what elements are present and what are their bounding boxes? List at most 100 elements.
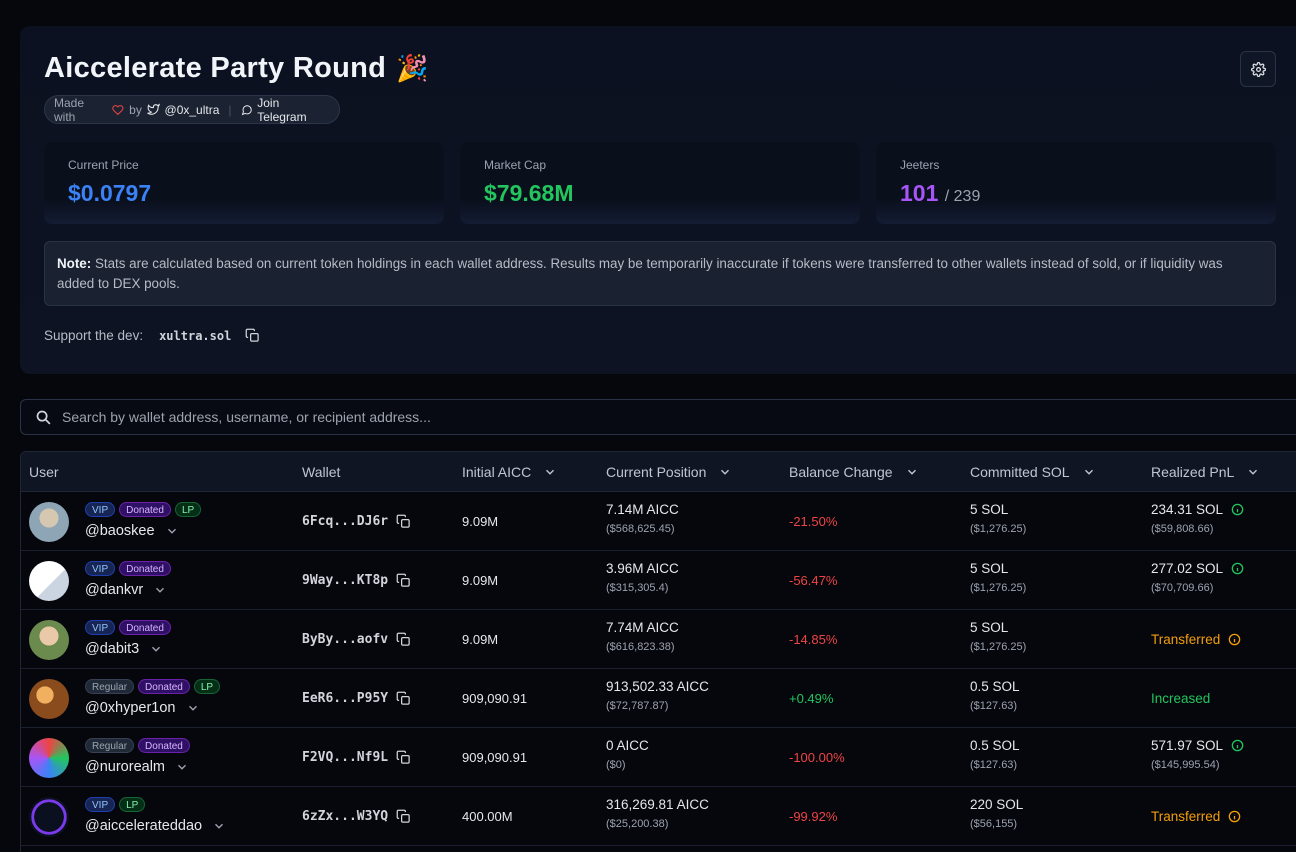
committed-usd: ($1,276.25) <box>970 523 1027 535</box>
info-icon[interactable] <box>1231 739 1244 752</box>
committed-value: 5 SOL <box>970 620 1009 635</box>
table-row[interactable]: VIP Donated @dankvr 9Way...KT8p 9.09M 3.96M A… <box>21 551 1296 610</box>
committed-usd: ($127.63) <box>970 759 1018 771</box>
separator: | <box>228 102 232 117</box>
badge-lp: LP <box>193 679 221 694</box>
badge-vip: VIP <box>85 620 116 635</box>
chevron-down-icon[interactable] <box>212 819 226 833</box>
table-row[interactable]: Regular Donated @nurorealm F2VQ...Nf9L 909,0… <box>21 728 1296 787</box>
copy-icon[interactable] <box>245 328 260 343</box>
info-icon[interactable] <box>1228 810 1241 823</box>
info-icon[interactable] <box>1231 562 1244 575</box>
chevron-down-icon[interactable] <box>165 524 179 538</box>
info-icon[interactable] <box>1231 503 1244 516</box>
twitter-link[interactable]: @0x_ultra <box>164 102 220 117</box>
copy-icon[interactable] <box>396 514 411 529</box>
position-usd: ($0) <box>606 759 626 771</box>
column-header-balance[interactable]: Balance Change <box>789 452 919 492</box>
table-row[interactable]: Regular Donated LP @0xhyper1on EeR6...P95Y 90… <box>21 669 1296 728</box>
position-usd: ($72,787.87) <box>606 700 669 712</box>
copy-icon[interactable] <box>396 750 411 765</box>
column-header-initial[interactable]: Initial AICC <box>462 452 557 492</box>
committed-value: 220 SOL <box>970 797 1024 812</box>
position-value: 913,502.33 AICC <box>606 679 709 694</box>
pnl-cell: 277.02 SOL ($70,709.66) <box>1151 561 1244 594</box>
title-row: Aiccelerate Party Round 🎉 <box>44 52 429 85</box>
badge-vip: VIP <box>85 797 116 812</box>
note-label: Note: <box>57 256 92 271</box>
wallet-text: EeR6...P95Y <box>302 691 389 706</box>
badge-group: Regular Donated <box>85 738 190 753</box>
settings-button[interactable] <box>1240 51 1276 87</box>
balance-change: -14.85% <box>789 632 838 647</box>
badge-regular: Regular <box>85 738 135 753</box>
search-input[interactable] <box>62 409 862 425</box>
copy-icon[interactable] <box>396 809 411 824</box>
party-popper-icon: 🎉 <box>396 53 429 83</box>
balance-change: -21.50% <box>789 514 838 529</box>
initial-aicc: 9.09M <box>462 573 499 588</box>
info-icon[interactable] <box>1228 633 1241 646</box>
chevron-down-icon[interactable] <box>175 760 189 774</box>
stat-label: Market Cap <box>484 158 547 172</box>
column-header-pnl[interactable]: Realized PnL <box>1151 452 1260 492</box>
stat-value: 101 <box>900 180 939 206</box>
column-header-position[interactable]: Current Position <box>606 452 732 492</box>
username-text: @dabit3 <box>85 641 140 657</box>
chat-bubble-icon <box>241 104 252 115</box>
username[interactable]: @dabit3 <box>85 641 163 657</box>
chevron-down-icon[interactable] <box>153 583 167 597</box>
holders-table: User Wallet Initial AICC Current Positio… <box>20 451 1296 852</box>
wallet-text: ByBy...aofv <box>302 632 389 647</box>
pnl-value: 571.97 SOL <box>1151 738 1224 753</box>
username[interactable]: @nurorealm <box>85 759 189 775</box>
committed-usd: ($127.63) <box>970 700 1018 712</box>
telegram-link[interactable]: Join Telegram <box>257 95 307 124</box>
search-bar <box>20 399 1296 435</box>
badge-vip: VIP <box>85 561 116 576</box>
initial-aicc: 9.09M <box>462 514 499 529</box>
table-row[interactable]: VIP LP @aiccelerateddao 6zZx...W3YQ 400.00M 3… <box>21 787 1296 846</box>
pnl-usd: ($145,995.54) <box>1151 759 1220 771</box>
copy-icon[interactable] <box>396 691 411 706</box>
avatar <box>29 797 69 837</box>
badge-group: VIP LP <box>85 797 146 812</box>
column-label: Balance Change <box>789 464 893 480</box>
balance-change: -99.92% <box>789 809 838 824</box>
username[interactable]: @aiccelerateddao <box>85 818 226 834</box>
username[interactable]: @dankvr <box>85 582 167 598</box>
username[interactable]: @0xhyper1on <box>85 700 200 716</box>
column-header-user: User <box>29 452 59 492</box>
pnl-cell: Transferred <box>1151 610 1241 669</box>
column-header-committed[interactable]: Committed SOL <box>970 452 1096 492</box>
pnl-cell: Transferred <box>1151 787 1241 846</box>
position-value: 7.74M AICC <box>606 620 679 635</box>
table-row[interactable]: VIP Donated LP @baoskee 6Fcq...DJ6r 9.09M 7.14… <box>21 492 1296 551</box>
position-value: 316,269.81 AICC <box>606 797 709 812</box>
initial-aicc: 400.00M <box>462 809 513 824</box>
avatar <box>29 502 69 542</box>
badge-group: VIP Donated LP <box>85 502 202 517</box>
position-usd: ($25,200.38) <box>606 818 669 830</box>
position-usd: ($568,625.45) <box>606 523 675 535</box>
by-text: by <box>129 102 142 117</box>
pnl-value: Transferred <box>1151 809 1221 824</box>
chevron-down-icon <box>721 469 730 475</box>
chevron-down-icon[interactable] <box>149 642 163 656</box>
chevron-down-icon[interactable] <box>186 701 200 715</box>
copy-icon[interactable] <box>396 573 411 588</box>
page-title: Aiccelerate Party Round <box>44 52 387 84</box>
username[interactable]: @baoskee <box>85 523 179 539</box>
badge-donated: Donated <box>138 738 190 753</box>
pnl-value: Transferred <box>1151 632 1221 647</box>
support-row: Support the dev: xultra.sol <box>44 328 260 343</box>
position-usd: ($616,823.38) <box>606 641 675 653</box>
committed-sol-cell: 5 SOL ($1,276.25) <box>970 502 1026 535</box>
column-label: Current Position <box>606 464 707 480</box>
pnl-value: 277.02 SOL <box>1151 561 1224 576</box>
copy-icon[interactable] <box>396 632 411 647</box>
table-row[interactable]: VIP Donated @dabit3 ByBy...aofv 9.09M 7.74M A… <box>21 610 1296 669</box>
badge-donated: Donated <box>119 620 171 635</box>
header-card: Aiccelerate Party Round 🎉 Made with by @… <box>20 26 1296 374</box>
username-text: @nurorealm <box>85 759 165 775</box>
